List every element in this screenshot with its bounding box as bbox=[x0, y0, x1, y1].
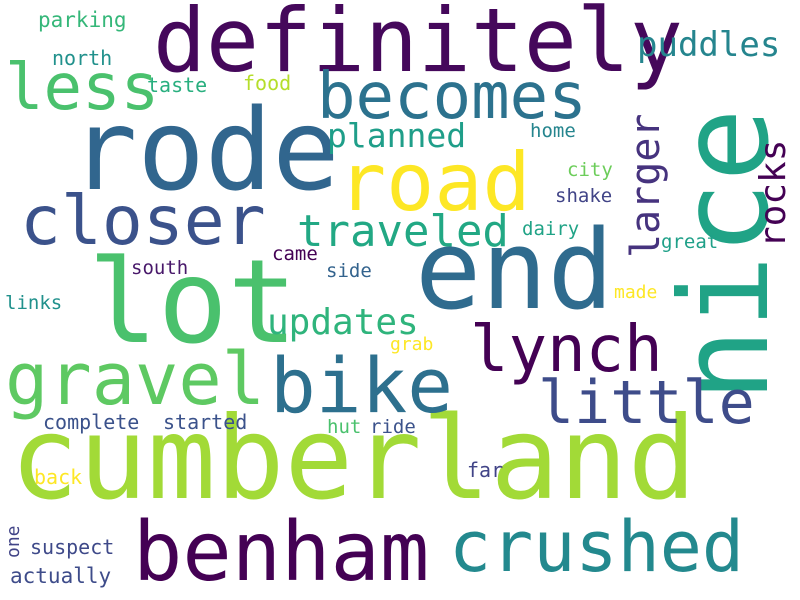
word-shake: shake bbox=[555, 185, 613, 207]
word-planned: planned bbox=[327, 116, 467, 155]
word-rode: rode bbox=[70, 86, 340, 216]
word-grab: grab bbox=[390, 334, 434, 355]
word-lot: lot bbox=[88, 235, 298, 370]
word-dairy: dairy bbox=[522, 218, 580, 240]
word-crushed: crushed bbox=[449, 506, 745, 588]
word-parking: parking bbox=[38, 8, 127, 32]
word-came: came bbox=[272, 243, 318, 265]
word-one: one bbox=[3, 525, 24, 558]
word-home: home bbox=[530, 120, 576, 142]
word-cumberland: cumberland bbox=[10, 392, 697, 525]
word-rocks: rocks bbox=[753, 139, 794, 248]
word-great: great bbox=[661, 231, 719, 253]
word-end: end bbox=[415, 206, 614, 334]
word-far: far bbox=[467, 458, 504, 482]
word-south: south bbox=[131, 257, 189, 279]
word-little: little bbox=[538, 368, 755, 438]
word-actually: actually bbox=[10, 564, 112, 588]
word-city: city bbox=[567, 159, 613, 181]
word-back: back bbox=[34, 465, 83, 489]
word-definitely: definitely bbox=[153, 0, 683, 92]
word-puddles: puddles bbox=[637, 25, 781, 65]
word-ride: ride bbox=[370, 416, 416, 438]
word-taste: taste bbox=[147, 73, 208, 97]
word-suspect: suspect bbox=[30, 535, 115, 559]
word-larger: larger bbox=[623, 113, 669, 259]
word-road: road bbox=[338, 136, 531, 229]
word-becomes: becomes bbox=[317, 60, 587, 134]
word-less: less bbox=[5, 51, 160, 125]
word-north: north bbox=[52, 46, 113, 70]
word-food: food bbox=[243, 71, 292, 95]
word-complete: complete bbox=[43, 410, 140, 434]
word-gravel: gravel bbox=[5, 337, 266, 421]
word-hut: hut bbox=[327, 416, 362, 438]
word-links: links bbox=[5, 292, 63, 314]
word-started: started bbox=[163, 410, 248, 434]
word-made: made bbox=[614, 282, 658, 303]
word-updates: updates bbox=[267, 302, 419, 343]
word-bike: bike bbox=[270, 341, 454, 430]
word-side: side bbox=[326, 260, 372, 282]
word-traveled: traveled bbox=[297, 206, 509, 257]
word-benham: benham bbox=[133, 505, 430, 600]
word-closer: closer bbox=[20, 182, 266, 261]
word-lynch: lynch bbox=[470, 313, 663, 387]
